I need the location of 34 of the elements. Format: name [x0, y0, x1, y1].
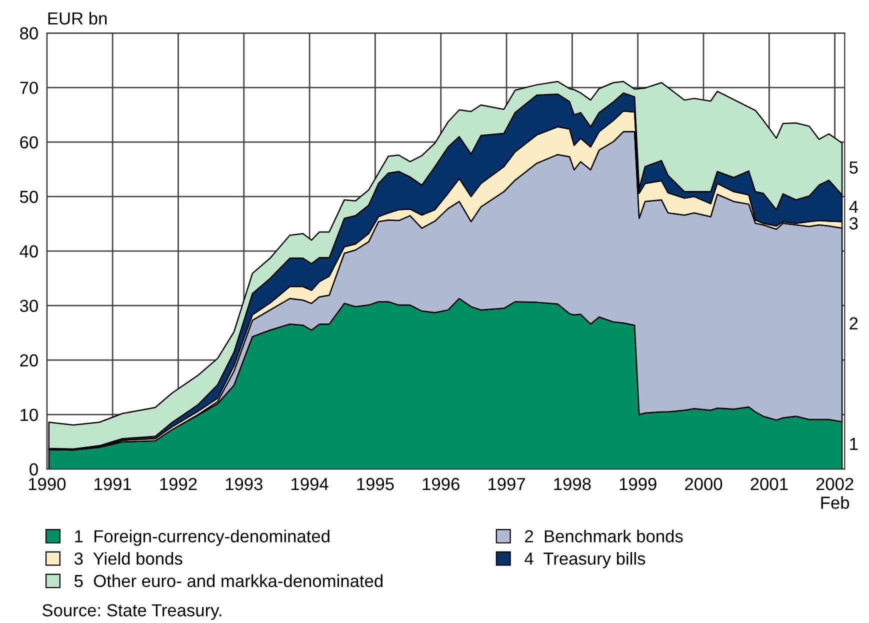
y-axis-title: EUR bn — [48, 12, 107, 25]
x-tick-label: 1995 — [357, 478, 394, 490]
x-tick-label: 2000 — [685, 478, 722, 490]
x-tick-label: 1992 — [160, 478, 197, 490]
x-tick-label: 1991 — [94, 478, 132, 490]
legend-label: 1 Foreign-currency-denominated — [75, 530, 330, 546]
text: 5 — [850, 162, 858, 174]
x-tick-label: 1996 — [422, 478, 460, 490]
source-note: Source: State Treasury. — [42, 604, 222, 620]
x-tick-label: 1990 — [28, 478, 66, 490]
x-tick-label: 1994 — [292, 478, 328, 490]
legend-label: 4 Treasury bills — [524, 552, 646, 568]
legend-label: 2 Benchmark bonds — [525, 530, 683, 542]
x-tick-label: 1997 — [488, 478, 525, 490]
x-tick-label: 1999 — [620, 478, 656, 490]
y-tick-label: 20 — [20, 354, 38, 367]
text: 4 — [849, 200, 858, 213]
text: 1 — [850, 438, 858, 450]
text: 2 — [850, 317, 858, 330]
text: 3 — [849, 217, 858, 230]
legend-label: 3 Yield bonds — [74, 552, 182, 565]
x-tick-label: 1993 — [226, 478, 262, 490]
y-tick-label: 10 — [20, 408, 38, 422]
y-tick-label: 60 — [20, 136, 38, 149]
y-tick-label: 40 — [20, 245, 38, 258]
y-tick-label: 50 — [20, 190, 38, 204]
y-tick-label: 80 — [20, 27, 38, 40]
y-tick-label: 0 — [30, 463, 38, 476]
x-tick-label: 2001 — [750, 478, 788, 490]
x-tick-label: 1998 — [554, 478, 591, 490]
y-tick-label: 70 — [20, 82, 38, 94]
y-tick-label: 30 — [20, 300, 38, 312]
x-tick-label: 2002 Feb — [816, 478, 854, 509]
legend-label: 5 Other euro- and markka-denominated — [74, 574, 382, 588]
